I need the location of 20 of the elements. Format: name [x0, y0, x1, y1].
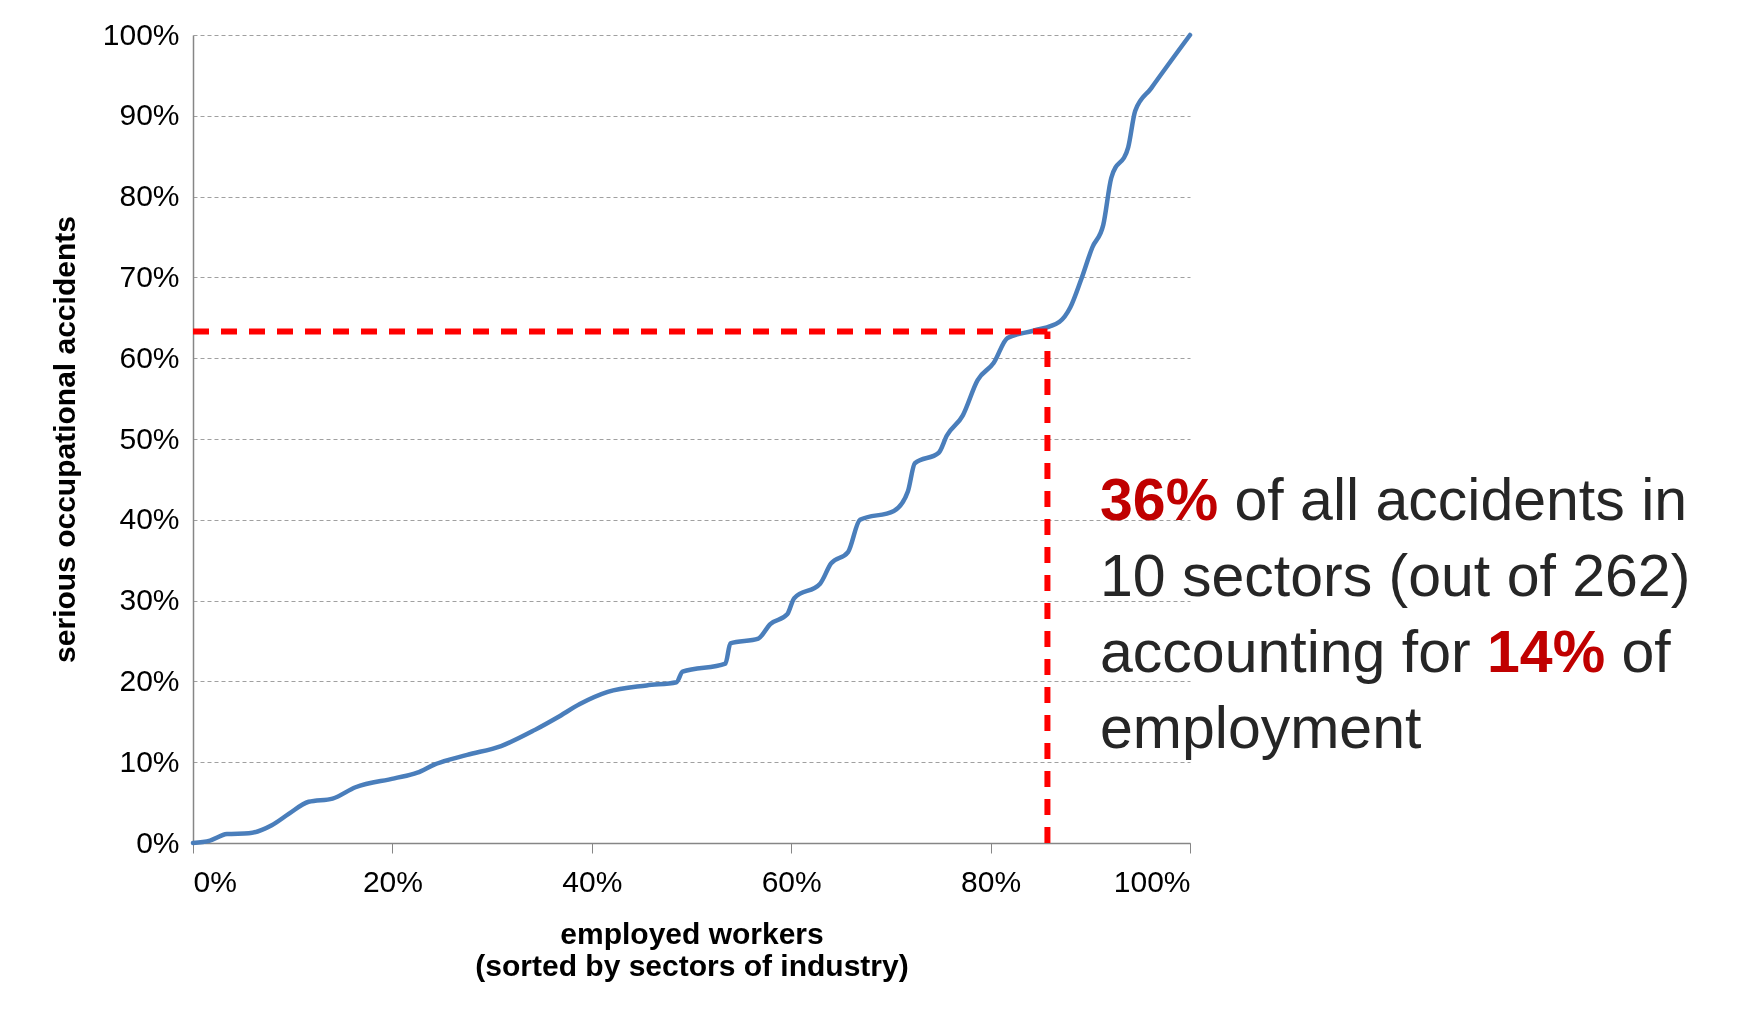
y-tick-label: 100% [102, 17, 180, 51]
y-tick-label: 60% [119, 340, 180, 374]
y-tick-label: 20% [119, 663, 180, 697]
y-tick-label: 0% [136, 825, 180, 859]
x-tick-label: 0% [193, 864, 237, 898]
y-tick-label: 10% [119, 744, 180, 778]
y-tick-label: 40% [119, 502, 180, 536]
x-tick-label: 80% [961, 864, 1022, 898]
x-tick-label: 100% [1113, 864, 1191, 898]
y-tick-label: 80% [119, 179, 180, 213]
x-tick-label: 40% [562, 864, 623, 898]
y-tick-label: 50% [119, 421, 180, 455]
text: 36% of all accidents in 10 sectors (out of 262) accounting for 14% of employment [1100, 467, 1691, 761]
y-tick-label: 70% [119, 259, 180, 293]
x-tick-label: 20% [362, 864, 423, 898]
y-tick-label: 30% [119, 583, 180, 617]
y-tick-label: 90% [119, 98, 180, 132]
x-axis-title: employed workers (sorted by sectors of industry) [475, 916, 909, 982]
y-axis-title: serious occupational accidents [47, 216, 81, 663]
x-tick-label: 60% [761, 864, 822, 898]
